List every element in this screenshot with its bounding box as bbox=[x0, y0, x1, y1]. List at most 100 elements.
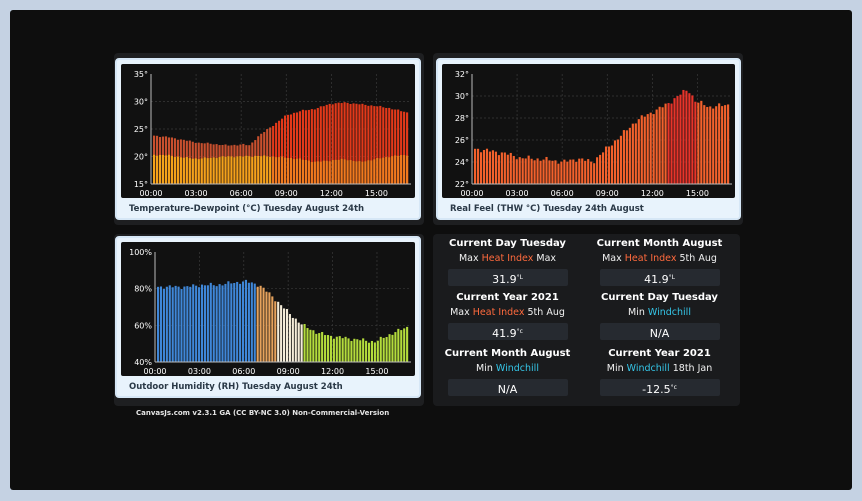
bar bbox=[162, 288, 165, 362]
bar bbox=[253, 283, 256, 362]
bar bbox=[625, 130, 628, 184]
bar bbox=[364, 104, 367, 184]
bar-secondary bbox=[200, 158, 203, 184]
x-tick-label: 15:00 bbox=[365, 189, 388, 198]
y-tick-label: 30° bbox=[455, 92, 469, 101]
bar bbox=[599, 154, 602, 184]
y-tick-label: 35° bbox=[134, 70, 148, 79]
bar bbox=[652, 114, 655, 184]
bar-secondary bbox=[215, 158, 218, 184]
bar bbox=[221, 285, 224, 362]
bar bbox=[312, 330, 315, 362]
bar bbox=[397, 328, 400, 362]
bar-secondary bbox=[182, 157, 185, 184]
bar bbox=[382, 107, 385, 184]
bar-secondary bbox=[251, 156, 254, 184]
bar bbox=[233, 283, 236, 362]
x-tick-label: 06:00 bbox=[551, 189, 574, 198]
chart-caption: Temperature-Dewpoint (°C) Tuesday August… bbox=[129, 204, 365, 214]
bar bbox=[524, 158, 527, 184]
bar bbox=[192, 284, 195, 362]
bar bbox=[174, 285, 177, 362]
bar bbox=[309, 329, 312, 362]
bar bbox=[385, 107, 388, 184]
bar bbox=[557, 163, 560, 184]
bar bbox=[325, 104, 328, 184]
bar-secondary bbox=[307, 160, 310, 184]
y-tick-label: 25° bbox=[134, 125, 148, 134]
bar bbox=[289, 114, 293, 184]
bar bbox=[157, 286, 160, 362]
bar bbox=[236, 281, 239, 362]
bar bbox=[268, 292, 271, 362]
bar bbox=[298, 111, 302, 184]
bar bbox=[241, 281, 245, 362]
bar-secondary bbox=[319, 161, 322, 184]
bar bbox=[295, 112, 299, 184]
bar bbox=[616, 139, 620, 184]
bar-secondary bbox=[194, 158, 197, 184]
bar bbox=[281, 118, 284, 184]
stat-header: Current Year 2021 bbox=[456, 292, 559, 303]
bar bbox=[476, 148, 480, 184]
real-feel-card: 32° 30° 28° 26° 24° 22° 00:00 03:00 06:00 09:00 12… bbox=[436, 58, 741, 220]
canvasjs-credit: CanvasJs.com v2.3.1 GA (CC BY-NC 3.0) No… bbox=[136, 409, 390, 417]
bar-secondary bbox=[269, 156, 272, 184]
bar bbox=[183, 286, 186, 362]
bar-secondary bbox=[286, 158, 290, 184]
stat-subtitle: Max Heat Index Max bbox=[458, 253, 557, 264]
bar bbox=[718, 103, 721, 184]
bar bbox=[545, 156, 548, 184]
stat-day-windchill: Current Day Tuesday Min Windchill N/A bbox=[587, 291, 732, 340]
bar bbox=[530, 158, 533, 184]
bar-secondary bbox=[236, 156, 239, 184]
bar-secondary bbox=[173, 157, 176, 184]
bar-secondary bbox=[370, 160, 373, 184]
bar bbox=[575, 161, 578, 184]
bar-secondary bbox=[176, 156, 179, 184]
bar bbox=[306, 328, 309, 362]
bar-secondary bbox=[197, 159, 200, 184]
bar bbox=[649, 112, 652, 184]
bar bbox=[218, 284, 221, 362]
bar bbox=[643, 116, 646, 184]
bar bbox=[391, 109, 394, 184]
bar-secondary bbox=[185, 157, 188, 184]
bar bbox=[177, 286, 180, 362]
y-tick-label: 28° bbox=[455, 114, 469, 123]
bar-secondary bbox=[191, 158, 194, 184]
humidity-card: 100% 80% 60% 40% 00:00 03:00 06:00 09:00 12:00 15… bbox=[115, 236, 421, 398]
bar bbox=[269, 127, 272, 184]
y-tick-label: 60% bbox=[134, 321, 152, 330]
bar bbox=[509, 152, 512, 184]
bar bbox=[400, 111, 403, 184]
y-tick-label: 100% bbox=[129, 248, 152, 257]
bar bbox=[397, 109, 400, 184]
bar bbox=[376, 340, 379, 362]
bar bbox=[318, 333, 321, 362]
bar-secondary bbox=[227, 156, 230, 184]
bar bbox=[189, 286, 192, 362]
bar-secondary bbox=[188, 158, 191, 184]
x-tick-label: 03:00 bbox=[506, 189, 529, 198]
bar bbox=[326, 335, 330, 362]
bar-secondary bbox=[373, 159, 376, 184]
bar bbox=[361, 103, 364, 184]
bar bbox=[275, 122, 278, 184]
stat-month-heat-index: Current Month August Max Heat Index 5th … bbox=[587, 237, 732, 286]
bar bbox=[341, 338, 344, 362]
bar bbox=[497, 155, 500, 184]
bar bbox=[291, 317, 294, 362]
bar bbox=[569, 159, 572, 184]
bar bbox=[324, 335, 327, 362]
bar-secondary bbox=[394, 155, 397, 184]
bar bbox=[673, 98, 676, 184]
bar bbox=[344, 336, 347, 362]
bar bbox=[186, 286, 189, 362]
bar-secondary bbox=[164, 155, 168, 184]
bar-secondary bbox=[379, 158, 382, 184]
stat-header: Current Month August bbox=[596, 238, 723, 249]
stat-value: 41.9°c bbox=[447, 323, 568, 340]
bar bbox=[715, 106, 718, 184]
bar-secondary bbox=[292, 159, 296, 184]
